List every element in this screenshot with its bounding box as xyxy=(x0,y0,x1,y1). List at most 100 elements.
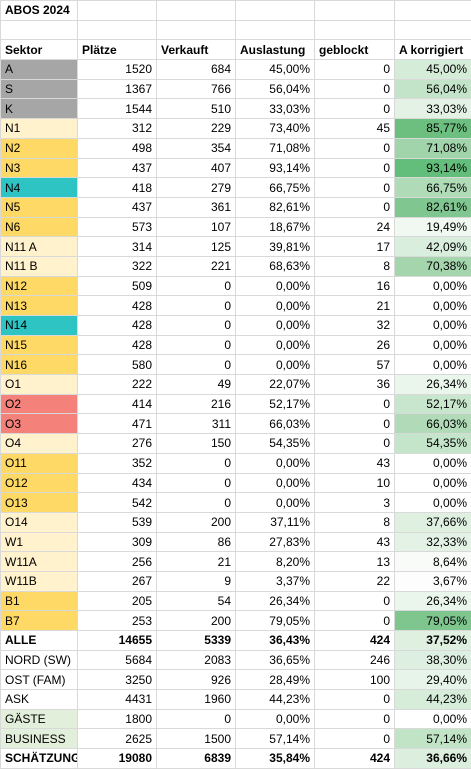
cell-sektor[interactable]: N14 xyxy=(1,316,78,336)
cell-verkauft[interactable]: 684 xyxy=(157,60,236,80)
cell-plaetze[interactable]: 428 xyxy=(78,335,157,355)
cell-sektor[interactable]: O3 xyxy=(1,414,78,434)
cell-sektor[interactable]: K xyxy=(1,99,78,119)
cell-sektor[interactable]: BUSINESS xyxy=(1,729,78,749)
cell-verkauft[interactable]: 0 xyxy=(157,493,236,513)
cell-geblockt[interactable]: 0 xyxy=(315,414,395,434)
cell-a-korrigiert[interactable]: 93,14% xyxy=(395,158,471,178)
cell-geblockt[interactable]: 100 xyxy=(315,670,395,690)
cell-sektor[interactable]: B7 xyxy=(1,611,78,631)
cell-auslastung[interactable]: 33,03% xyxy=(236,99,315,119)
empty-cell[interactable] xyxy=(78,1,157,21)
cell-sektor[interactable]: SCHÄTZUNG xyxy=(1,749,78,769)
cell-geblockt[interactable]: 32 xyxy=(315,316,395,336)
cell-plaetze[interactable]: 205 xyxy=(78,591,157,611)
cell-verkauft[interactable]: 200 xyxy=(157,512,236,532)
cell-a-korrigiert[interactable]: 8,64% xyxy=(395,552,471,572)
cell-a-korrigiert[interactable]: 0,00% xyxy=(395,453,471,473)
cell-auslastung[interactable]: 73,40% xyxy=(236,119,315,139)
cell-sektor[interactable]: A xyxy=(1,60,78,80)
cell-a-korrigiert[interactable]: 57,14% xyxy=(395,729,471,749)
cell-verkauft[interactable]: 510 xyxy=(157,99,236,119)
empty-cell[interactable] xyxy=(157,20,236,40)
cell-plaetze[interactable]: 1367 xyxy=(78,79,157,99)
cell-auslastung[interactable]: 35,84% xyxy=(236,749,315,769)
cell-a-korrigiert[interactable]: 26,34% xyxy=(395,375,471,395)
cell-a-korrigiert[interactable]: 26,34% xyxy=(395,591,471,611)
cell-a-korrigiert[interactable]: 0,00% xyxy=(395,296,471,316)
cell-geblockt[interactable]: 22 xyxy=(315,571,395,591)
cell-a-korrigiert[interactable]: 3,67% xyxy=(395,571,471,591)
cell-auslastung[interactable]: 37,11% xyxy=(236,512,315,532)
cell-geblockt[interactable]: 0 xyxy=(315,197,395,217)
cell-a-korrigiert[interactable]: 70,38% xyxy=(395,256,471,276)
cell-verkauft[interactable]: 354 xyxy=(157,138,236,158)
cell-verkauft[interactable]: 926 xyxy=(157,670,236,690)
cell-geblockt[interactable]: 43 xyxy=(315,453,395,473)
cell-a-korrigiert[interactable]: 0,00% xyxy=(395,709,471,729)
cell-geblockt[interactable]: 0 xyxy=(315,591,395,611)
cell-plaetze[interactable]: 322 xyxy=(78,256,157,276)
cell-sektor[interactable]: NORD (SW) xyxy=(1,650,78,670)
cell-geblockt[interactable]: 57 xyxy=(315,355,395,375)
cell-a-korrigiert[interactable]: 36,66% xyxy=(395,749,471,769)
cell-a-korrigiert[interactable]: 82,61% xyxy=(395,197,471,217)
cell-a-korrigiert[interactable]: 37,52% xyxy=(395,631,471,651)
cell-geblockt[interactable]: 0 xyxy=(315,79,395,99)
cell-a-korrigiert[interactable]: 32,33% xyxy=(395,532,471,552)
cell-auslastung[interactable]: 36,65% xyxy=(236,650,315,670)
cell-verkauft[interactable]: 311 xyxy=(157,414,236,434)
cell-verkauft[interactable]: 21 xyxy=(157,552,236,572)
cell-verkauft[interactable]: 86 xyxy=(157,532,236,552)
cell-plaetze[interactable]: 509 xyxy=(78,276,157,296)
cell-sektor[interactable]: N11 A xyxy=(1,237,78,257)
cell-auslastung[interactable]: 54,35% xyxy=(236,434,315,454)
cell-a-korrigiert[interactable]: 0,00% xyxy=(395,316,471,336)
cell-sektor[interactable]: N15 xyxy=(1,335,78,355)
cell-plaetze[interactable]: 314 xyxy=(78,237,157,257)
cell-a-korrigiert[interactable]: 44,23% xyxy=(395,690,471,710)
cell-geblockt[interactable]: 0 xyxy=(315,709,395,729)
cell-a-korrigiert[interactable]: 0,00% xyxy=(395,473,471,493)
cell-plaetze[interactable]: 352 xyxy=(78,453,157,473)
cell-plaetze[interactable]: 437 xyxy=(78,158,157,178)
cell-auslastung[interactable]: 36,43% xyxy=(236,631,315,651)
cell-auslastung[interactable]: 66,03% xyxy=(236,414,315,434)
cell-auslastung[interactable]: 0,00% xyxy=(236,473,315,493)
cell-verkauft[interactable]: 0 xyxy=(157,316,236,336)
cell-a-korrigiert[interactable]: 42,09% xyxy=(395,237,471,257)
cell-a-korrigiert[interactable]: 66,03% xyxy=(395,414,471,434)
cell-plaetze[interactable]: 2625 xyxy=(78,729,157,749)
cell-sektor[interactable]: N6 xyxy=(1,217,78,237)
cell-geblockt[interactable]: 0 xyxy=(315,434,395,454)
cell-plaetze[interactable]: 3250 xyxy=(78,670,157,690)
cell-auslastung[interactable]: 0,00% xyxy=(236,355,315,375)
cell-auslastung[interactable]: 0,00% xyxy=(236,316,315,336)
cell-geblockt[interactable]: 0 xyxy=(315,729,395,749)
cell-verkauft[interactable]: 0 xyxy=(157,335,236,355)
cell-verkauft[interactable]: 0 xyxy=(157,296,236,316)
cell-plaetze[interactable]: 573 xyxy=(78,217,157,237)
cell-plaetze[interactable]: 428 xyxy=(78,316,157,336)
cell-geblockt[interactable]: 0 xyxy=(315,158,395,178)
cell-geblockt[interactable]: 45 xyxy=(315,119,395,139)
cell-sektor[interactable]: N5 xyxy=(1,197,78,217)
cell-auslastung[interactable]: 18,67% xyxy=(236,217,315,237)
sheet-title[interactable]: ABOS 2024 xyxy=(1,1,78,21)
cell-plaetze[interactable]: 1544 xyxy=(78,99,157,119)
cell-a-korrigiert[interactable]: 85,77% xyxy=(395,119,471,139)
cell-auslastung[interactable]: 0,00% xyxy=(236,296,315,316)
cell-plaetze[interactable]: 276 xyxy=(78,434,157,454)
cell-auslastung[interactable]: 39,81% xyxy=(236,237,315,257)
cell-plaetze[interactable]: 498 xyxy=(78,138,157,158)
cell-verkauft[interactable]: 407 xyxy=(157,158,236,178)
header-sektor[interactable]: Sektor xyxy=(1,40,78,60)
cell-geblockt[interactable]: 43 xyxy=(315,532,395,552)
cell-plaetze[interactable]: 1800 xyxy=(78,709,157,729)
cell-plaetze[interactable]: 14655 xyxy=(78,631,157,651)
cell-a-korrigiert[interactable]: 52,17% xyxy=(395,394,471,414)
cell-auslastung[interactable]: 79,05% xyxy=(236,611,315,631)
cell-verkauft[interactable]: 6839 xyxy=(157,749,236,769)
cell-a-korrigiert[interactable]: 0,00% xyxy=(395,355,471,375)
cell-auslastung[interactable]: 56,04% xyxy=(236,79,315,99)
